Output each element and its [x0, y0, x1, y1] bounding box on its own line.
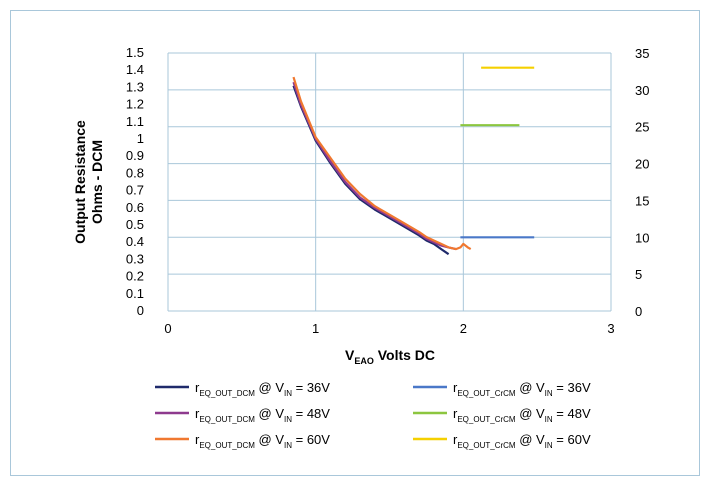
- series-lines: [292, 66, 535, 256]
- legend-entry-4: rEQ_OUT_CrCM @ VIN = 48V: [413, 406, 591, 424]
- y-left-tick-label: 1.4: [126, 62, 144, 77]
- y-left-tick-label: 1.2: [126, 97, 144, 112]
- y-axis-label-line2: Ohms - DCM: [89, 140, 105, 224]
- legend-label: rEQ_OUT_DCM @ VIN = 48V: [195, 406, 330, 424]
- y-right-tick-label: 10: [635, 230, 649, 245]
- axis-labels: Output Resistance Ohms - DCM VEAO Volts DC: [72, 120, 435, 366]
- y-right-tick-label: 15: [635, 193, 649, 208]
- y-left-tick-label: 1: [137, 131, 144, 146]
- axes: [167, 53, 611, 312]
- series-line-2: [292, 76, 472, 251]
- y-left-tick-label: 0.7: [126, 183, 144, 198]
- y-axis-label: Output Resistance Ohms - DCM: [72, 120, 105, 244]
- y-left-tick-label: 0.1: [126, 286, 144, 301]
- legend-entry-0: rEQ_OUT_DCM @ VIN = 36V: [155, 380, 330, 398]
- chart-frame: [10, 10, 700, 476]
- y-right-tick-label: 30: [635, 83, 649, 98]
- legend-label: rEQ_OUT_CrCM @ VIN = 60V: [453, 432, 591, 450]
- x-tick-label: 2: [460, 321, 467, 336]
- y-left-tick-label: 0: [137, 303, 144, 318]
- x-tick-label: 0: [164, 321, 171, 336]
- legend: rEQ_OUT_DCM @ VIN = 36V rEQ_OUT_DCM @ VIN…: [155, 380, 591, 450]
- y-right-tick-label: 20: [635, 157, 649, 172]
- y-left-tick-label: 0.4: [126, 234, 144, 249]
- y-right-tick-label: 35: [635, 46, 649, 61]
- legend-label: rEQ_OUT_CrCM @ VIN = 48V: [453, 406, 591, 424]
- y-left-tick-label: 0.5: [126, 217, 144, 232]
- y-axis-label-line1: Output Resistance: [72, 120, 88, 244]
- y-left-tick-label: 1.5: [126, 45, 144, 60]
- x-tick-label: 1: [312, 321, 319, 336]
- series-line-0: [292, 85, 450, 256]
- series-line-1: [292, 81, 457, 251]
- legend-entry-2: rEQ_OUT_DCM @ VIN = 60V: [155, 432, 330, 450]
- x-axis-label: VEAO Volts DC: [345, 347, 435, 366]
- y-left-tick-label: 0.6: [126, 200, 144, 215]
- y-left-tick-label: 0.8: [126, 165, 144, 180]
- tick-labels: 0 0.1 0.2 0.3 0.4 0.5 0.6 0.7 0.8 0.9 1 1.1 1.2 1.3 1.…: [126, 45, 650, 336]
- legend-label: rEQ_OUT_DCM @ VIN = 60V: [195, 432, 330, 450]
- x-tick-label: 3: [607, 321, 614, 336]
- legend-label: rEQ_OUT_DCM @ VIN = 36V: [195, 380, 330, 398]
- y-right-tick-label: 0: [635, 304, 642, 319]
- y-right-tick-label: 25: [635, 120, 649, 135]
- grid-lines: [168, 52, 612, 311]
- y-left-tick-label: 0.9: [126, 148, 144, 163]
- legend-entry-1: rEQ_OUT_DCM @ VIN = 48V: [155, 406, 330, 424]
- y-left-tick-label: 1.3: [126, 79, 144, 94]
- legend-label: rEQ_OUT_CrCM @ VIN = 36V: [453, 380, 591, 398]
- y-left-tick-label: 0.2: [126, 269, 144, 284]
- legend-entry-5: rEQ_OUT_CrCM @ VIN = 60V: [413, 432, 591, 450]
- legend-entry-3: rEQ_OUT_CrCM @ VIN = 36V: [413, 380, 591, 398]
- y-left-tick-label: 0.3: [126, 251, 144, 266]
- y-left-tick-label: 1.1: [126, 114, 144, 129]
- y-right-tick-label: 5: [635, 267, 642, 282]
